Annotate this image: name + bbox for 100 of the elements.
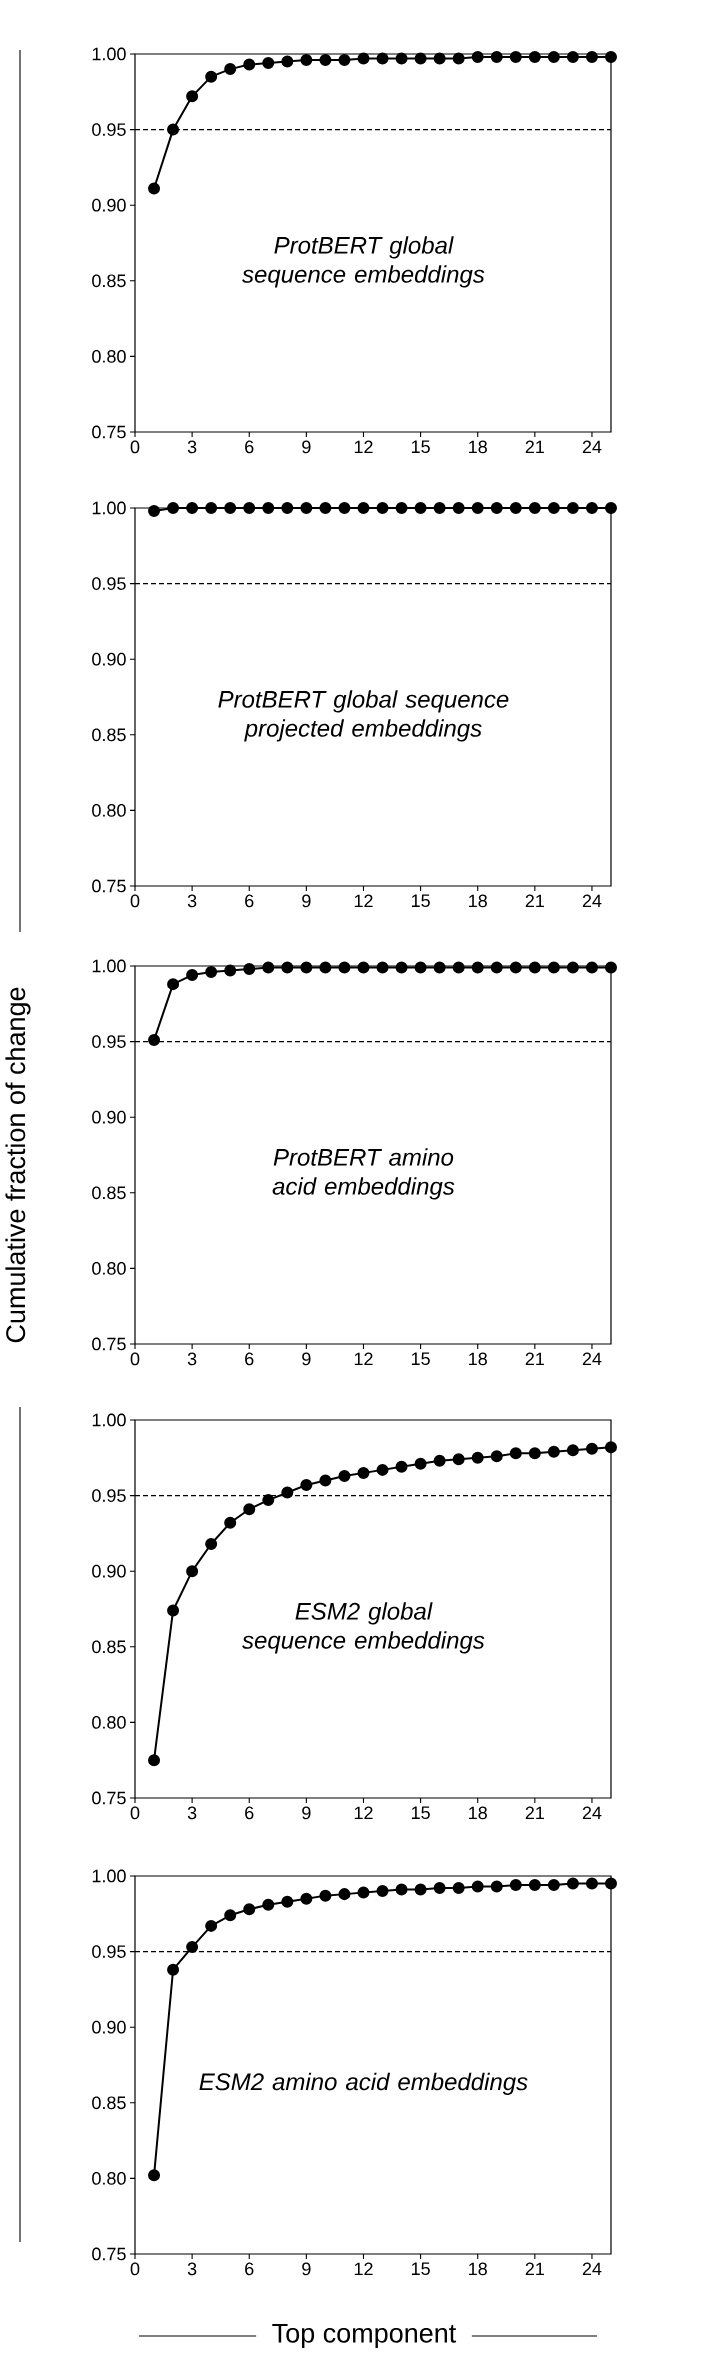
point <box>262 1494 275 1507</box>
x-tick-label: 9 <box>302 894 311 908</box>
point <box>281 1486 294 1499</box>
point <box>376 52 389 65</box>
x-tick-label: 15 <box>411 2262 430 2276</box>
point <box>585 51 598 64</box>
x-tick-label: 24 <box>582 1352 602 1366</box>
x-tick-label: 18 <box>469 1352 487 1366</box>
point <box>338 1469 351 1482</box>
y-tick-label: 0.90 <box>92 198 126 212</box>
point <box>243 58 256 71</box>
point <box>452 52 465 65</box>
point <box>300 1479 313 1491</box>
point <box>167 123 180 136</box>
y-tick-label: 0.75 <box>92 879 126 893</box>
y-tick-label: 0.80 <box>92 1262 126 1275</box>
y-tick-label: 0.85 <box>92 1640 126 1654</box>
y-tick-label: 0.95 <box>92 1945 126 1958</box>
x-tick-label: 3 <box>187 440 197 454</box>
x-tick-label: 3 <box>187 1352 197 1366</box>
point <box>604 51 617 64</box>
point <box>148 1034 161 1047</box>
point <box>300 1892 313 1905</box>
point <box>547 961 560 974</box>
x-tick-label: 15 <box>411 1806 430 1820</box>
x-tick-label: 15 <box>411 894 430 908</box>
point <box>205 70 218 83</box>
point <box>414 52 427 65</box>
y-tick-label: 1.00 <box>92 959 126 973</box>
point <box>471 961 484 974</box>
x-tick-label: 0 <box>130 1806 140 1820</box>
x-tick-label: 24 <box>582 2262 602 2276</box>
x-tick-label: 0 <box>130 2262 140 2276</box>
point <box>205 966 218 979</box>
y-tick-label: 0.95 <box>92 577 126 590</box>
point <box>376 1463 389 1476</box>
point <box>243 1903 256 1916</box>
y-tick-label: 0.75 <box>92 2247 126 2261</box>
point <box>414 1883 427 1896</box>
y-tick-label: 1.00 <box>92 501 126 515</box>
y-tick-label: 0.75 <box>92 425 126 439</box>
y-tick-label: 0.90 <box>92 1110 126 1124</box>
point <box>376 1885 389 1898</box>
x-tick-label: 9 <box>302 1352 311 1366</box>
y-tick-label: 1.00 <box>92 1869 126 1883</box>
x-tick-label: 21 <box>525 1806 544 1820</box>
x-tick-label: 6 <box>245 894 254 908</box>
point <box>452 1453 465 1466</box>
point <box>433 1454 446 1467</box>
x-tick-label: 6 <box>245 2262 254 2276</box>
annotation: ESM2 amino acid embeddings <box>199 2072 528 2096</box>
y-tick-label: 0.85 <box>92 1186 126 1200</box>
y-tick-label: 0.90 <box>92 652 126 666</box>
point <box>604 1441 617 1454</box>
point <box>186 1941 199 1954</box>
x-tick-label: 12 <box>354 1806 373 1820</box>
point <box>357 52 370 65</box>
point <box>224 964 237 977</box>
point <box>395 1460 408 1473</box>
y-tick-label: 0.95 <box>92 123 126 136</box>
y-tick-label: 1.00 <box>92 47 126 61</box>
point <box>566 1877 579 1890</box>
y-tick-label: 0.90 <box>92 2020 126 2034</box>
point <box>395 1883 408 1896</box>
point <box>186 1565 199 1578</box>
x-tick-label: 0 <box>130 894 140 908</box>
point <box>186 90 199 103</box>
y-tick-label: 1.00 <box>92 1413 126 1427</box>
point <box>490 51 503 64</box>
point <box>357 961 370 974</box>
point <box>319 54 332 67</box>
point <box>490 1880 503 1893</box>
point <box>281 961 294 974</box>
x-tick-label: 6 <box>245 1806 254 1820</box>
x-tick-label: 21 <box>525 440 544 454</box>
x-tick-label: 6 <box>245 1352 254 1366</box>
x-tick-label: 9 <box>302 1806 311 1820</box>
point <box>585 961 598 974</box>
y-tick-label: 0.75 <box>92 1337 126 1351</box>
point <box>452 1882 465 1895</box>
x-tick-label: 3 <box>187 1806 197 1820</box>
x-tick-label: 24 <box>582 1806 602 1820</box>
x-tick-label: 21 <box>525 894 544 908</box>
y-tick-label: 0.80 <box>92 2172 126 2185</box>
point <box>224 63 237 76</box>
point <box>509 1879 522 1892</box>
x-tick-label: 18 <box>469 440 487 454</box>
y-tick-label: 0.85 <box>92 2096 126 2110</box>
point <box>357 1886 370 1899</box>
point <box>243 1503 256 1516</box>
point <box>566 1444 579 1457</box>
y-tick-label: 0.75 <box>92 1791 126 1805</box>
annotation: ProtBERT global sequence projected embeddings <box>218 690 509 742</box>
y-tick-label: 0.90 <box>92 1564 126 1578</box>
point <box>547 1445 560 1458</box>
point <box>205 1919 218 1932</box>
point <box>148 1754 161 1767</box>
point <box>604 1877 617 1890</box>
x-tick-label: 3 <box>187 894 197 908</box>
point <box>490 1450 503 1463</box>
